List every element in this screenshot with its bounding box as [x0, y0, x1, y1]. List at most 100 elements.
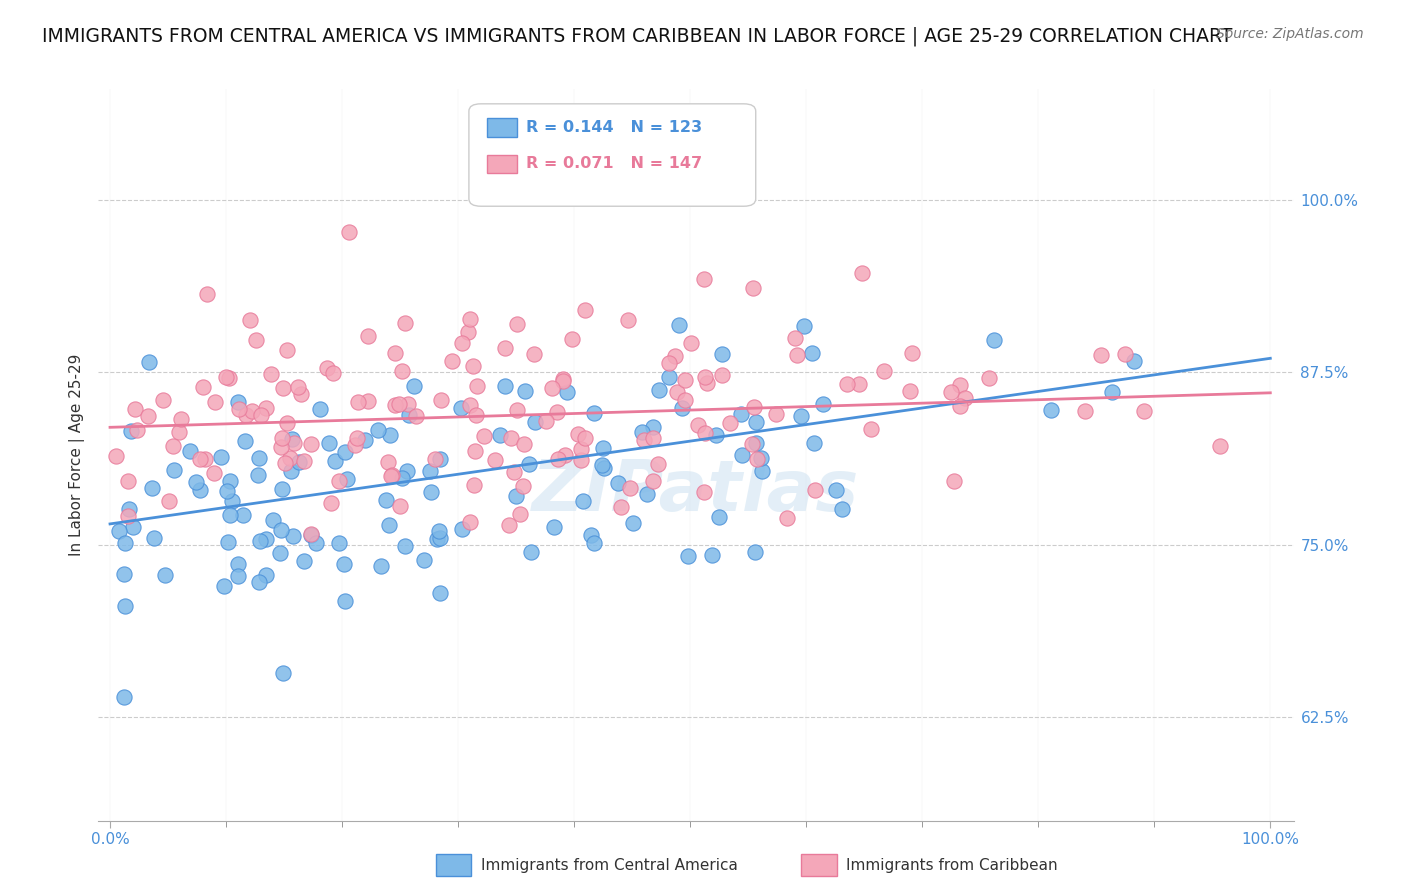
- Point: [420, 485, 443, 500]
- Point: [591, 458, 613, 472]
- Point: [557, 385, 579, 400]
- Point: [593, 461, 616, 475]
- Point: [346, 431, 368, 445]
- Point: [949, 378, 972, 392]
- Point: [281, 529, 304, 543]
- Point: [474, 429, 496, 443]
- Point: [283, 435, 305, 450]
- Point: [114, 535, 136, 549]
- Point: [579, 528, 602, 542]
- Point: [450, 401, 472, 415]
- Point: [299, 527, 322, 541]
- Point: [232, 508, 254, 522]
- Point: [467, 378, 489, 392]
- Point: [153, 567, 176, 582]
- Point: [693, 484, 716, 499]
- Point: [112, 566, 135, 581]
- Point: [354, 433, 377, 447]
- Point: [254, 532, 277, 546]
- Point: [673, 392, 696, 407]
- Point: [569, 452, 592, 467]
- Point: [143, 531, 166, 545]
- Point: [1040, 402, 1063, 417]
- Point: [299, 528, 322, 542]
- Point: [347, 395, 370, 409]
- Point: [157, 493, 180, 508]
- Point: [1133, 403, 1156, 417]
- Point: [202, 466, 225, 480]
- FancyBboxPatch shape: [486, 155, 517, 173]
- Point: [546, 404, 568, 418]
- Point: [695, 425, 717, 440]
- Point: [204, 395, 226, 409]
- Point: [785, 331, 807, 345]
- Point: [873, 364, 896, 378]
- Point: [489, 428, 512, 442]
- Point: [551, 374, 574, 388]
- Point: [122, 520, 145, 534]
- Point: [1123, 354, 1146, 368]
- Point: [523, 416, 546, 430]
- Point: [692, 272, 714, 286]
- Point: [860, 422, 883, 436]
- Point: [505, 489, 527, 503]
- Point: [498, 518, 520, 533]
- Point: [429, 451, 451, 466]
- Point: [309, 402, 332, 417]
- Point: [388, 499, 411, 513]
- Point: [803, 436, 825, 450]
- Point: [898, 384, 921, 398]
- Point: [380, 428, 402, 442]
- Point: [484, 452, 506, 467]
- Point: [741, 437, 763, 451]
- Point: [745, 415, 768, 429]
- Point: [247, 575, 270, 590]
- Point: [616, 313, 638, 327]
- Point: [630, 425, 652, 439]
- Point: [269, 546, 291, 560]
- Point: [711, 368, 734, 382]
- Point: [574, 431, 596, 445]
- Point: [287, 380, 309, 394]
- Point: [664, 349, 686, 363]
- Text: R = 0.144   N = 123: R = 0.144 N = 123: [526, 120, 703, 135]
- Text: Immigrants from Central America: Immigrants from Central America: [481, 858, 738, 872]
- Point: [509, 507, 531, 521]
- Point: [465, 409, 488, 423]
- Point: [240, 404, 263, 418]
- Point: [776, 510, 799, 524]
- Point: [226, 569, 249, 583]
- Point: [271, 381, 294, 395]
- Point: [290, 387, 312, 401]
- Point: [494, 341, 516, 355]
- Point: [745, 435, 768, 450]
- Point: [1090, 348, 1112, 362]
- Point: [367, 423, 389, 437]
- Point: [567, 427, 589, 442]
- Point: [641, 420, 664, 434]
- Point: [274, 456, 297, 470]
- Point: [212, 579, 235, 593]
- Point: [357, 394, 380, 409]
- Point: [262, 513, 284, 527]
- Point: [610, 500, 633, 514]
- Point: [522, 347, 544, 361]
- Point: [270, 431, 292, 445]
- Point: [249, 534, 271, 549]
- Point: [457, 326, 479, 340]
- Point: [571, 494, 593, 508]
- Point: [419, 464, 441, 478]
- Point: [299, 437, 322, 451]
- Point: [254, 401, 277, 415]
- Point: [953, 392, 976, 406]
- Point: [384, 346, 406, 360]
- Point: [384, 398, 406, 412]
- Point: [749, 450, 772, 465]
- Point: [665, 384, 688, 399]
- Point: [647, 383, 669, 397]
- Point: [405, 409, 427, 424]
- Point: [184, 475, 207, 490]
- Point: [751, 464, 773, 478]
- Point: [276, 416, 298, 430]
- Point: [404, 379, 426, 393]
